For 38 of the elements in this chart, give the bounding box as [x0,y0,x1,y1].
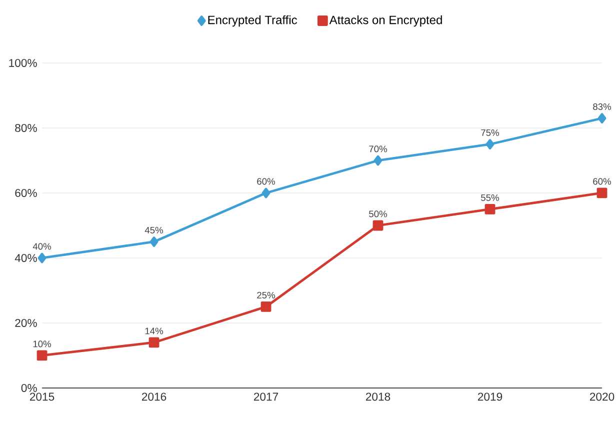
y-tick-label: 20% [15,318,37,327]
y-tick-label: 60% [15,188,37,197]
point [148,337,160,348]
x-tick-label: 2019 [478,392,502,401]
data-label: 40% [32,243,52,250]
y-tick-label: 40% [14,254,37,262]
x-tick-label: 2017 [254,392,278,401]
point [374,155,382,166]
data-label: 10% [33,340,52,348]
point [150,236,158,247]
point [262,188,270,198]
legend-label: Encrypted Traffic [208,15,298,27]
point [596,188,608,198]
point [36,350,48,361]
point [486,139,494,150]
data-label: 83% [593,103,612,110]
data-label: 45% [144,226,164,234]
y-tick-label: 80% [15,124,37,132]
data-label: 25% [257,292,276,298]
point [372,220,384,231]
point [38,252,46,264]
data-label: 70% [369,146,388,152]
y-tick-label: 100% [9,58,37,67]
data-label: 14% [145,328,164,334]
point [260,302,272,312]
data-label: 60% [257,178,276,185]
data-label: 60% [593,178,612,185]
point [484,204,496,214]
x-tick-label: 2016 [142,392,166,401]
x-tick-label: 2018 [366,392,390,401]
data-label: 55% [481,194,500,201]
legend-label: Attacks on Encrypted [329,15,442,27]
data-label: 75% [481,129,500,136]
x-tick-label: 2015 [30,392,54,401]
x-tick-label: 2020 [590,392,614,401]
point [598,113,606,124]
data-label: 50% [369,210,388,218]
y-tick-label: 0% [21,384,37,392]
